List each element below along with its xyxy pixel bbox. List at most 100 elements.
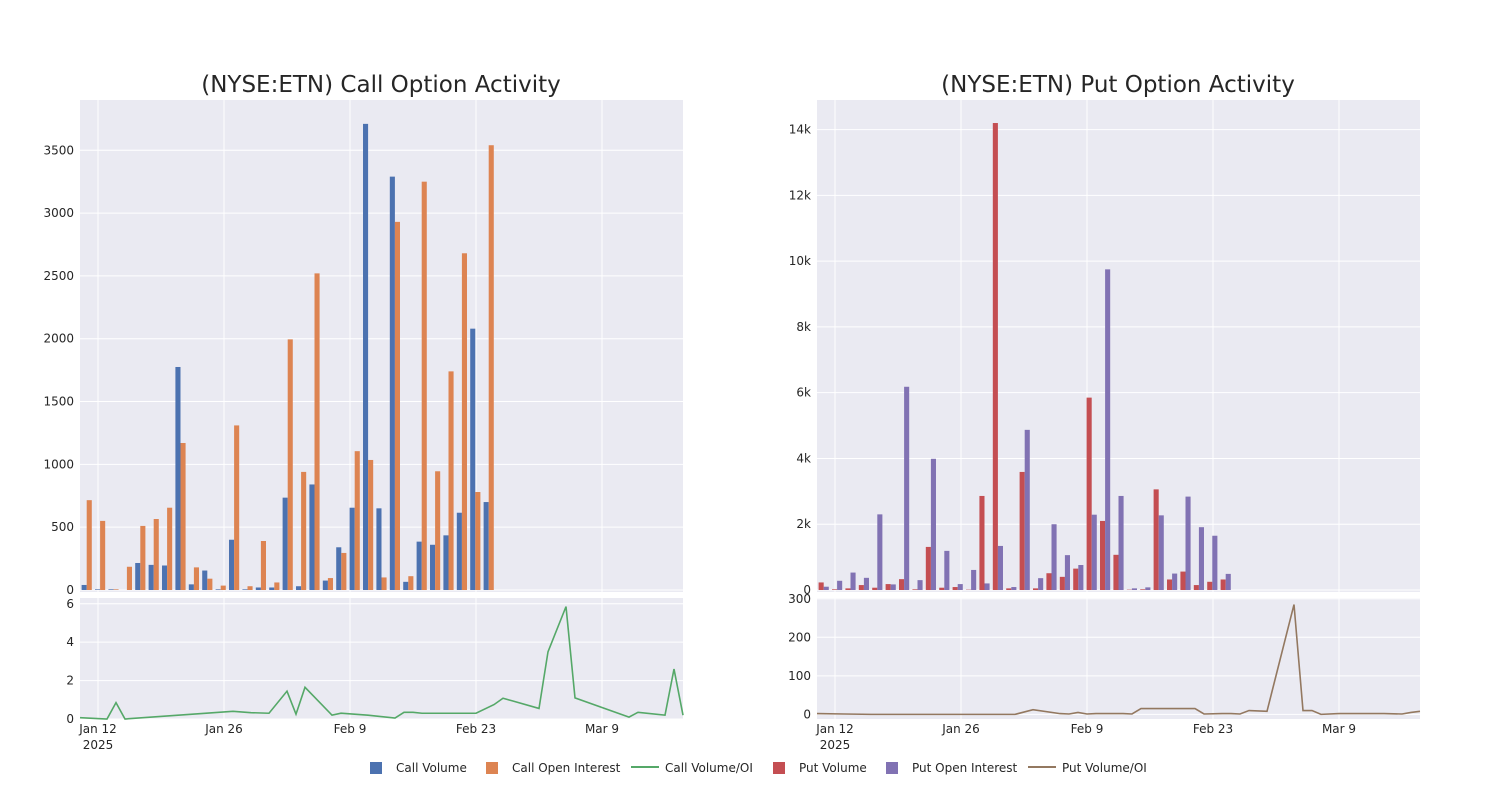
x-tick-label: Mar 9 bbox=[1322, 722, 1356, 736]
call-volume-bar bbox=[95, 589, 101, 590]
put-volume-bar bbox=[845, 588, 851, 590]
x-tick-label: Jan 26 bbox=[204, 722, 243, 736]
call-open-interest-bar bbox=[100, 520, 106, 590]
put-open-interest-bar bbox=[904, 386, 910, 590]
put-volume-bar bbox=[858, 585, 864, 590]
put-open-interest-bar bbox=[1105, 269, 1111, 590]
y-tick-label: 6k bbox=[796, 386, 811, 400]
call-volume-bar bbox=[416, 541, 422, 590]
put-open-interest-bar bbox=[957, 584, 963, 590]
y-tick-label: 3000 bbox=[43, 206, 74, 220]
put-open-interest-bar bbox=[1024, 429, 1030, 590]
put-volume-bar bbox=[872, 587, 878, 590]
y-tick-label: 12k bbox=[789, 188, 811, 202]
put-volume-oi-line bbox=[816, 604, 1421, 716]
call-open-interest-bar bbox=[394, 221, 400, 590]
call-open-interest-bar bbox=[354, 451, 360, 590]
call-open-interest-bar bbox=[220, 585, 226, 590]
call-open-interest-bar bbox=[381, 577, 387, 590]
call-open-interest-bar bbox=[260, 541, 266, 590]
put-volume-bar bbox=[885, 584, 891, 590]
put-open-interest-bar bbox=[1118, 495, 1124, 590]
call-volume-bar bbox=[470, 328, 476, 590]
call-open-interest-bar bbox=[461, 253, 467, 590]
call-volume-bar bbox=[296, 586, 302, 590]
call-volume-bar bbox=[282, 497, 288, 590]
y-tick-label: 0 bbox=[803, 583, 811, 597]
put-open-interest-bar bbox=[1011, 587, 1017, 590]
call-ratio-series bbox=[79, 606, 684, 720]
put-open-interest-bar bbox=[1198, 527, 1204, 590]
call-volume-bar bbox=[162, 565, 168, 590]
put-volume-bar bbox=[912, 589, 918, 590]
call-volume-bar bbox=[188, 584, 194, 590]
legend-label: Put Volume bbox=[799, 761, 867, 775]
put-open-interest-bar bbox=[863, 577, 869, 590]
call-open-interest-bar bbox=[153, 519, 159, 590]
call-volume-bar bbox=[148, 564, 154, 590]
put-volume-bar bbox=[1220, 579, 1226, 590]
x-tick-label: Feb 23 bbox=[456, 722, 496, 736]
put-volume-bar bbox=[1006, 588, 1012, 590]
y-tick-label: 2k bbox=[796, 517, 811, 531]
y-tick-label: 10k bbox=[789, 254, 811, 268]
put-bar-y-axis: 0 2k 4k 6k 8k 10k 12k 14k bbox=[789, 123, 811, 597]
put-volume-bar bbox=[925, 546, 931, 590]
put-open-interest-bar bbox=[930, 458, 936, 590]
put-open-interest-bar bbox=[917, 580, 923, 590]
x-tick-label: Jan 26 bbox=[941, 722, 980, 736]
call-volume-bar bbox=[363, 123, 369, 591]
legend-swatch bbox=[773, 762, 785, 774]
put-volume-bar bbox=[1180, 571, 1186, 590]
x-tick-year-label: 2025 bbox=[83, 738, 114, 752]
call-open-interest-bar bbox=[167, 507, 173, 590]
put-volume-bar bbox=[939, 587, 945, 590]
put-open-interest-bar bbox=[1091, 514, 1097, 590]
put-open-interest-bar bbox=[997, 545, 1003, 590]
legend-label: Call Volume/OI bbox=[665, 761, 753, 775]
y-tick-label: 1000 bbox=[43, 457, 74, 471]
legend-label: Put Volume/OI bbox=[1062, 761, 1147, 775]
x-tick-year-label: 2025 bbox=[820, 738, 851, 752]
call-volume-bar bbox=[389, 176, 395, 590]
call-bar-y-axis: 0 500 1000 1500 2000 2500 3000 3500 bbox=[43, 143, 74, 597]
put-ratio-series bbox=[816, 604, 1421, 716]
call-volume-bar bbox=[483, 502, 489, 590]
put-open-interest-bar bbox=[1225, 573, 1231, 590]
legend-label: Call Volume bbox=[396, 761, 467, 775]
call-volume-bar bbox=[255, 587, 261, 590]
put-open-interest-bar bbox=[1172, 573, 1178, 590]
call-open-interest-bar bbox=[408, 576, 414, 590]
call-volume-bar bbox=[269, 587, 275, 590]
put-open-interest-bar bbox=[1064, 555, 1070, 590]
call-open-interest-bar bbox=[86, 500, 92, 590]
put-volume-bar bbox=[1167, 579, 1173, 590]
y-tick-label: 0 bbox=[66, 583, 74, 597]
call-volume-bar bbox=[336, 547, 342, 590]
put-open-interest-bar bbox=[1051, 524, 1057, 590]
call-open-interest-bar bbox=[140, 525, 146, 590]
call-open-interest-bar bbox=[448, 371, 454, 590]
put-ratio-y-axis: 0 100 200 300 bbox=[788, 592, 811, 722]
call-open-interest-bar bbox=[193, 567, 199, 590]
put-volume-bar bbox=[1033, 588, 1039, 590]
y-tick-label: 0 bbox=[66, 712, 74, 726]
call-open-interest-bar bbox=[488, 145, 494, 591]
put-open-interest-bar bbox=[1078, 565, 1084, 590]
y-tick-label: 4 bbox=[66, 635, 74, 649]
call-open-interest-bar bbox=[113, 589, 119, 590]
call-volume-bar bbox=[242, 589, 248, 590]
legend-swatch bbox=[886, 762, 898, 774]
y-tick-label: 6 bbox=[66, 597, 74, 611]
call-volume-bar bbox=[349, 507, 355, 590]
legend: Call Volume Call Open Interest Call Volume… bbox=[370, 761, 1147, 775]
put-open-interest-bar bbox=[1038, 578, 1044, 590]
call-volume-bar bbox=[108, 589, 114, 590]
y-tick-label: 200 bbox=[788, 630, 811, 644]
put-open-interest-bar bbox=[1131, 588, 1137, 590]
call-open-interest-bar bbox=[435, 471, 441, 590]
call-chart-title: (NYSE:ETN) Call Option Activity bbox=[201, 72, 561, 98]
call-volume-bar bbox=[443, 535, 449, 590]
put-open-interest-bar bbox=[837, 580, 843, 590]
